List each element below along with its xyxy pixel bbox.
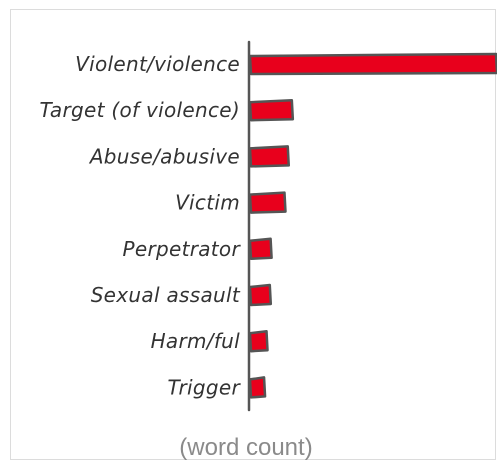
bar bbox=[251, 101, 292, 120]
bar-outline bbox=[248, 376, 267, 399]
category-label: Sexual assault bbox=[91, 283, 241, 307]
bar-outline bbox=[248, 237, 273, 261]
bar-outline bbox=[248, 52, 497, 76]
bar-outline bbox=[248, 145, 290, 168]
bar-outline bbox=[248, 283, 273, 307]
bar-outline bbox=[248, 191, 287, 214]
bar bbox=[251, 378, 265, 397]
bar bbox=[251, 55, 496, 73]
bar-outline bbox=[248, 98, 295, 122]
bar bbox=[251, 147, 288, 166]
bar bbox=[251, 286, 270, 304]
category-label: Abuse/abusive bbox=[88, 144, 240, 168]
bar bbox=[251, 239, 271, 258]
category-label: Target (of violence) bbox=[39, 98, 240, 122]
category-label: Perpetrator bbox=[122, 237, 241, 261]
bar bbox=[251, 332, 267, 351]
x-axis-label: (word count) bbox=[179, 434, 312, 461]
bar-outline bbox=[248, 329, 269, 353]
category-label: Violent/violence bbox=[75, 52, 240, 76]
category-label: Trigger bbox=[168, 375, 242, 399]
category-label: Victim bbox=[175, 191, 240, 215]
bars bbox=[248, 52, 497, 399]
category-label: Harm/ful bbox=[151, 329, 241, 353]
bar bbox=[251, 193, 285, 212]
category-labels: Violent/violence Target (of violence) Abus… bbox=[39, 52, 241, 399]
